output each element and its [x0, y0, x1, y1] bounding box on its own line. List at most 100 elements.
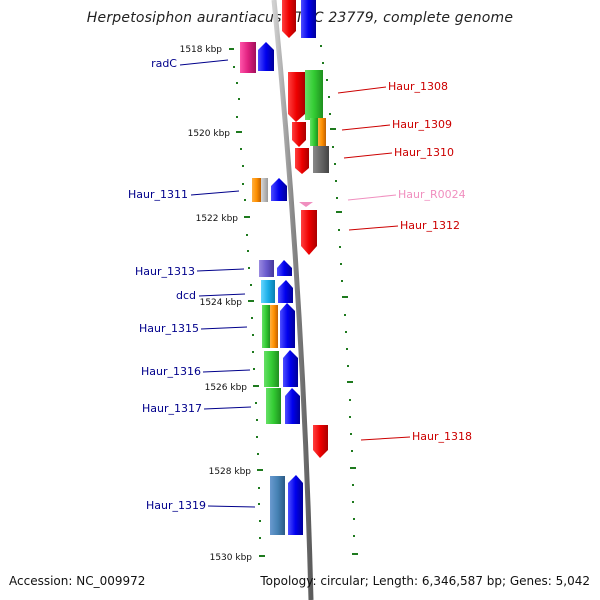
gene-haur-r0024 — [299, 202, 313, 207]
tick — [342, 296, 348, 298]
tick — [252, 351, 254, 353]
gene-haur-1315-green — [262, 305, 270, 348]
gene-haur-1315-blue — [280, 303, 295, 348]
tick — [332, 146, 334, 148]
gene-dcd-blue — [278, 280, 293, 303]
gene-haur-1311 — [261, 178, 268, 202]
gene-label-haur-1311[interactable]: Haur_1311 — [128, 188, 188, 201]
gene-label-haur-1309[interactable]: Haur_1309 — [392, 118, 452, 131]
tick — [255, 402, 257, 404]
tick — [347, 381, 353, 383]
leader-line — [348, 225, 399, 231]
tick — [351, 450, 353, 452]
tick — [251, 317, 253, 319]
tick — [349, 399, 351, 401]
tick — [242, 183, 244, 185]
tick — [334, 163, 336, 165]
tick — [240, 148, 242, 150]
tick — [326, 79, 328, 81]
leader-line — [343, 152, 393, 159]
leader-line — [207, 505, 256, 508]
tick — [353, 535, 355, 537]
tick — [345, 331, 347, 333]
tick — [344, 314, 346, 316]
gene-label-radC[interactable]: radC — [151, 57, 177, 70]
scale-label: 1526 kbp — [205, 383, 248, 393]
tick — [329, 113, 331, 115]
tick — [236, 82, 238, 84]
gene-label-haur-r0024[interactable]: Haur_R0024 — [398, 188, 466, 201]
topology-text: Topology: circular; Length: 6,346,587 bp… — [260, 574, 590, 588]
tick — [236, 116, 238, 118]
tick — [322, 62, 324, 64]
gene-haur-1317 — [266, 388, 281, 424]
gene-haur-1310-red — [295, 148, 309, 174]
tick — [256, 419, 258, 421]
gene-haur-1316 — [264, 351, 279, 387]
gene-label-haur-1319[interactable]: Haur_1319 — [146, 499, 206, 512]
leader-line — [200, 326, 248, 330]
gene-haur-1309-red — [292, 122, 306, 147]
tick — [244, 216, 250, 218]
tick — [253, 385, 259, 387]
gene-haur-1308-red — [288, 72, 305, 122]
gene-label-haur-1308[interactable]: Haur_1308 — [388, 80, 448, 93]
leader-line — [190, 190, 240, 196]
map-title: Herpetosiphon aurantiacus ATCC 23779, co… — [86, 10, 514, 26]
tick — [242, 165, 244, 167]
tick — [330, 128, 336, 130]
tick — [352, 553, 358, 555]
tick — [259, 520, 261, 522]
gene-label-haur-1316[interactable]: Haur_1316 — [141, 365, 201, 378]
scale-label: 1522 kbp — [196, 214, 239, 224]
tick — [257, 469, 263, 471]
tick — [328, 96, 330, 98]
scale-label: 1530 kbp — [210, 553, 253, 563]
tick — [246, 234, 248, 236]
tick — [353, 518, 355, 520]
tick — [238, 98, 240, 100]
tick — [248, 300, 254, 302]
leader-line — [360, 436, 411, 441]
gene-label-haur-1315[interactable]: Haur_1315 — [139, 322, 199, 335]
tick — [339, 246, 341, 248]
gene-haur-1315 — [270, 305, 278, 348]
gene-label-haur-1313[interactable]: Haur_1313 — [135, 265, 195, 278]
gene-haur-1318 — [313, 425, 328, 458]
tick — [350, 467, 356, 469]
tick — [258, 503, 260, 505]
gene-haur-1308 — [305, 70, 323, 120]
right-ticks — [320, 45, 358, 555]
gene-haur-1311-blue — [271, 178, 287, 201]
gene-haur-1310 — [313, 146, 329, 173]
accession-text: Accession: NC_009972 — [9, 574, 146, 588]
leader-line — [198, 293, 246, 297]
tick — [336, 211, 342, 213]
tick — [247, 250, 249, 252]
tick — [335, 180, 337, 182]
gene-label-dcd[interactable]: dcd — [176, 289, 196, 302]
tick — [346, 348, 348, 350]
tick — [350, 433, 352, 435]
gene-haur-1309-green — [310, 118, 318, 146]
leader-line — [347, 194, 397, 201]
scale-label: 1528 kbp — [209, 467, 252, 477]
gene-label-haur-1317[interactable]: Haur_1317 — [142, 402, 202, 415]
gene-haur-1311-orange — [252, 178, 261, 202]
leader-line — [337, 86, 387, 94]
tick — [244, 199, 246, 201]
gene-haur-1316-blue — [283, 350, 298, 387]
tick — [259, 555, 265, 557]
gene-label-haur-1310[interactable]: Haur_1310 — [394, 146, 454, 159]
gene-dcd — [261, 280, 275, 303]
gene-top-red — [282, 0, 296, 38]
gene-label-haur-1312[interactable]: Haur_1312 — [400, 219, 460, 232]
gene-label-haur-1318[interactable]: Haur_1318 — [412, 430, 472, 443]
tick — [340, 263, 342, 265]
gene-haur-1319 — [270, 476, 285, 535]
tick — [349, 416, 351, 418]
gene-radC-neighbor — [258, 42, 274, 71]
tick — [352, 501, 354, 503]
tick — [338, 229, 340, 231]
